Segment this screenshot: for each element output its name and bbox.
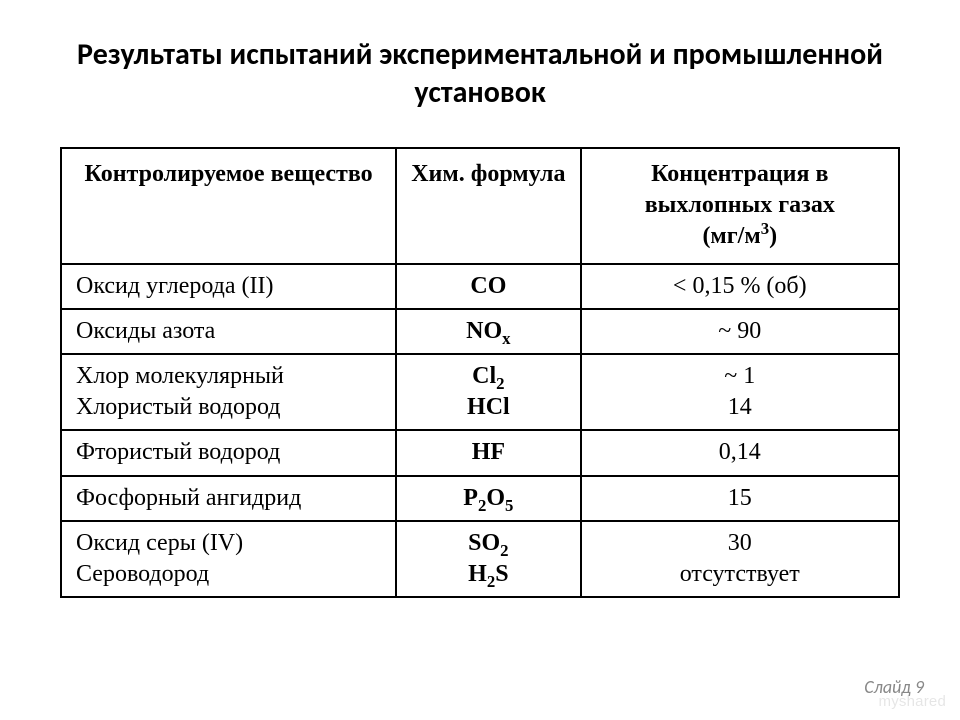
slide-title: Результаты испытаний экспериментальной и…: [60, 36, 900, 111]
cell-concentration: 30 отсутствует: [581, 521, 899, 597]
cell-substance: Оксид углерода (II): [61, 264, 396, 309]
cell-formula: NOx: [396, 309, 580, 354]
table-row: Оксиды азота NOx ~ 90: [61, 309, 899, 354]
cell-concentration: 15: [581, 476, 899, 521]
table-row: Оксид углерода (II) CO < 0,15 % (об): [61, 264, 899, 309]
slide-container: Результаты испытаний экспериментальной и…: [0, 0, 960, 720]
col-header-formula: Хим. формула: [396, 148, 580, 264]
table-row: Фтористый водород HF 0,14: [61, 430, 899, 475]
cell-concentration: 0,14: [581, 430, 899, 475]
cell-formula: Cl2 HCl: [396, 354, 580, 430]
watermark: myshared: [879, 693, 946, 710]
results-table: Контролируемое вещество Хим. формула Кон…: [60, 147, 900, 598]
cubic-superscript: 3: [761, 219, 769, 238]
table-row: Фосфорный ангидрид P2O5 15: [61, 476, 899, 521]
col-header-concentration: Концентрация в выхлопных газах (мг/м3): [581, 148, 899, 264]
cell-formula: P2O5: [396, 476, 580, 521]
cell-concentration: < 0,15 % (об): [581, 264, 899, 309]
cell-substance: Оксиды азота: [61, 309, 396, 354]
cell-substance: Фосфорный ангидрид: [61, 476, 396, 521]
col-header-substance: Контролируемое вещество: [61, 148, 396, 264]
cell-substance: Хлор молекулярный Хлористый водород: [61, 354, 396, 430]
cell-concentration: ~ 1 14: [581, 354, 899, 430]
table-row: Хлор молекулярный Хлористый водород Cl2 …: [61, 354, 899, 430]
cell-formula: HF: [396, 430, 580, 475]
cell-formula: CO: [396, 264, 580, 309]
cell-formula: SO2 H2S: [396, 521, 580, 597]
cell-substance: Оксид серы (IV) Сероводород: [61, 521, 396, 597]
table-row: Оксид серы (IV) Сероводород SO2 H2S 30 о…: [61, 521, 899, 597]
cell-concentration: ~ 90: [581, 309, 899, 354]
cell-substance: Фтористый водород: [61, 430, 396, 475]
table-header-row: Контролируемое вещество Хим. формула Кон…: [61, 148, 899, 264]
